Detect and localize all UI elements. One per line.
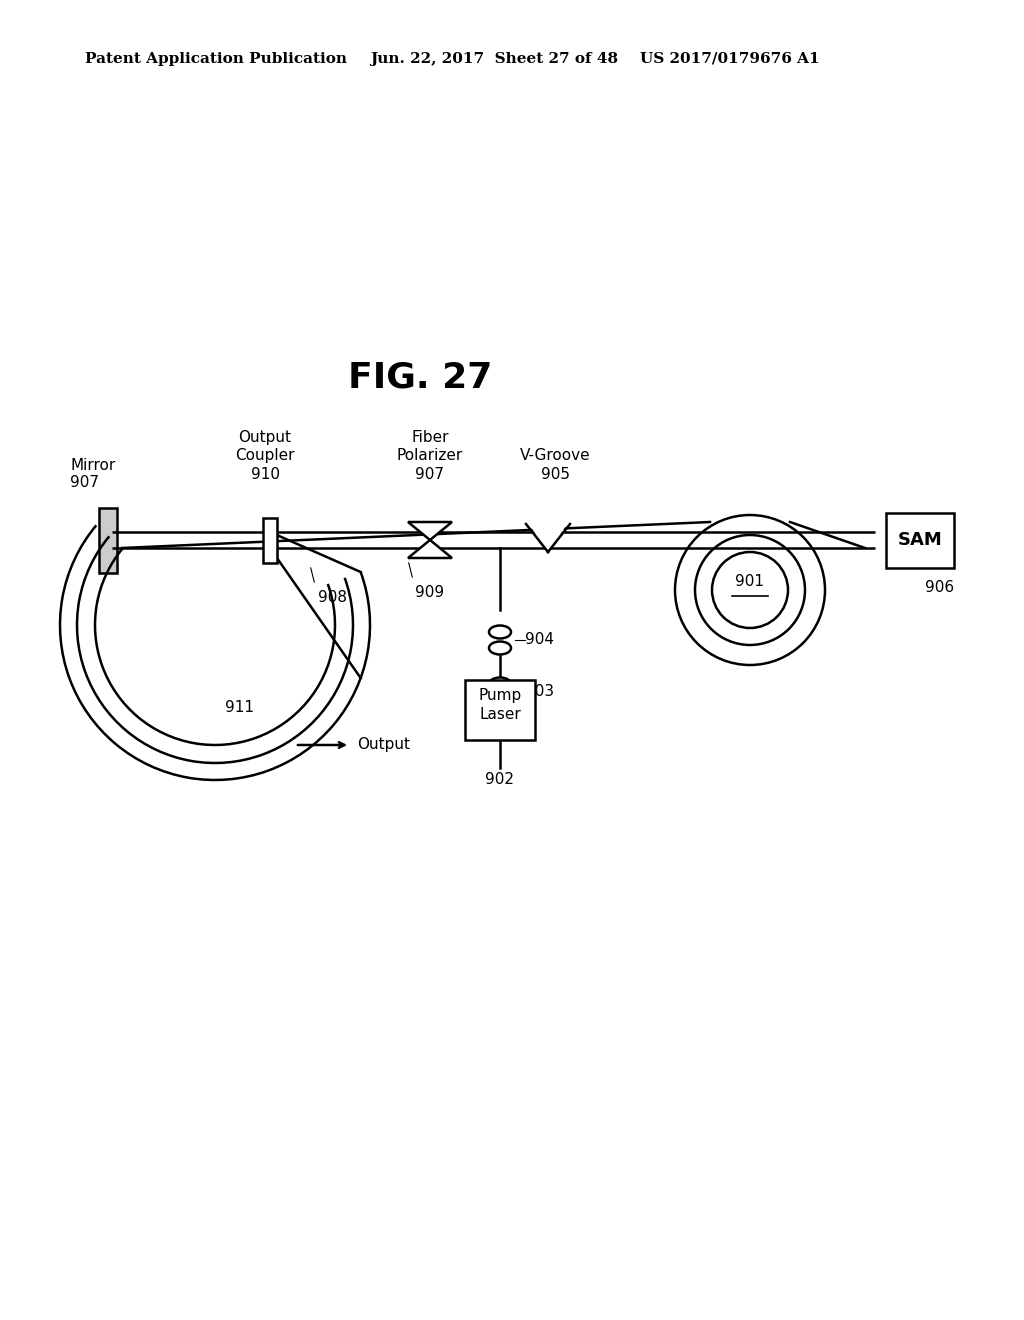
Text: 906: 906 <box>925 579 954 594</box>
Text: Output
Coupler
910: Output Coupler 910 <box>236 430 295 482</box>
Text: 903: 903 <box>525 685 554 700</box>
Ellipse shape <box>489 642 511 655</box>
Bar <box>886 512 954 568</box>
Text: 908: 908 <box>318 590 347 605</box>
Ellipse shape <box>489 626 511 639</box>
Polygon shape <box>526 520 570 552</box>
Text: 902: 902 <box>485 772 514 787</box>
Ellipse shape <box>489 693 511 706</box>
Text: Pump
Laser: Pump Laser <box>478 688 521 722</box>
Text: 901: 901 <box>735 574 765 590</box>
Text: V-Groove
905: V-Groove 905 <box>520 449 590 482</box>
Text: 909: 909 <box>415 585 444 601</box>
Text: Patent Application Publication: Patent Application Publication <box>85 51 347 66</box>
Polygon shape <box>408 521 452 540</box>
Bar <box>465 680 535 741</box>
Bar <box>99 507 117 573</box>
Text: SAM: SAM <box>898 531 942 549</box>
Text: FIG. 27: FIG. 27 <box>348 360 493 393</box>
Text: Mirror
907: Mirror 907 <box>70 458 116 490</box>
Text: 911: 911 <box>225 700 254 715</box>
Polygon shape <box>408 540 452 558</box>
Text: Fiber
Polarizer
907: Fiber Polarizer 907 <box>397 430 463 482</box>
Text: Output: Output <box>357 738 410 752</box>
Text: US 2017/0179676 A1: US 2017/0179676 A1 <box>640 51 819 66</box>
Bar <box>263 517 278 562</box>
Text: Jun. 22, 2017  Sheet 27 of 48: Jun. 22, 2017 Sheet 27 of 48 <box>370 51 618 66</box>
Ellipse shape <box>489 677 511 690</box>
Text: 904: 904 <box>525 632 554 648</box>
